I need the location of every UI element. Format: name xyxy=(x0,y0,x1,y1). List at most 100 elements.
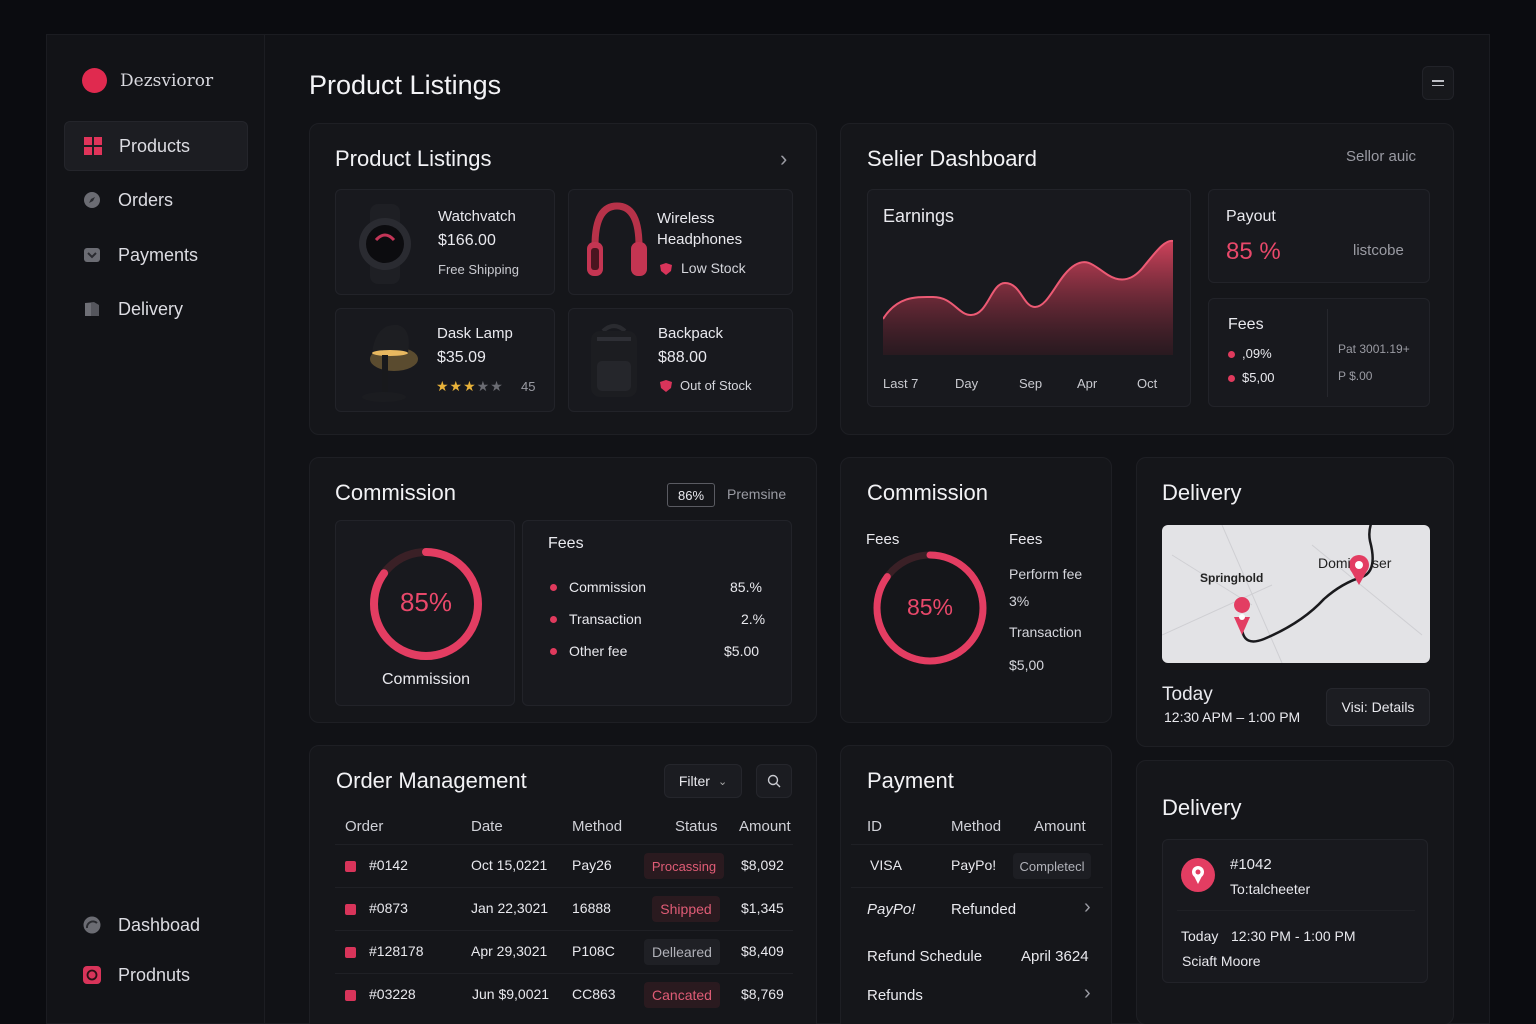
percent-badge[interactable]: 86% xyxy=(667,483,715,507)
order-date: Jan 22,3021 xyxy=(471,900,549,916)
brand-name: Dezsvioror xyxy=(120,70,214,91)
product-card[interactable]: Wireless Headphones Low Stock xyxy=(568,189,793,295)
badge-label: Premsine xyxy=(727,486,787,502)
chevron-right-icon: › xyxy=(1084,982,1091,1004)
sidebar-item-payments[interactable]: Payments xyxy=(64,230,248,280)
sidebar-item-label: Orders xyxy=(118,189,174,210)
card-title: Product Listings xyxy=(335,146,492,171)
star-rating: ★★★★★ xyxy=(436,378,504,394)
product-card[interactable]: Backpack $88.00 Out of Stock xyxy=(568,308,793,412)
payment-card: Payment ID Method Amount VISA PayPo! Com… xyxy=(840,745,1112,1024)
order-id: #0873 xyxy=(369,900,408,916)
product-name: Backpack xyxy=(658,325,724,342)
panel-title: Earnings xyxy=(883,206,955,226)
sidebar-item-prodnuts[interactable]: Prodnuts xyxy=(64,950,248,1000)
order-amount: $1,345 xyxy=(741,900,784,916)
fee-value: $5.00 xyxy=(724,643,760,659)
divider xyxy=(851,887,1103,888)
card-title: Payment xyxy=(867,768,954,793)
filter-label: Filter xyxy=(678,773,710,789)
divider xyxy=(1327,309,1328,397)
fees-panel: Fees ,09% $5,00 Pat 3001.19+ P $.00 xyxy=(1208,298,1430,407)
column-header: Date xyxy=(471,818,503,835)
fee-value: 85.% xyxy=(730,579,762,595)
sidebar-item-delivery[interactable]: Delivery xyxy=(64,284,248,334)
divider xyxy=(335,887,793,888)
order-amount: $8,092 xyxy=(741,857,784,873)
fee-item: $5,00 xyxy=(1242,370,1275,385)
sidebar-item-products[interactable]: Products xyxy=(64,121,248,171)
order-method: Pay26 xyxy=(572,857,612,873)
map-label: Domi xyxy=(1318,555,1351,571)
delivery-status-card: Delivery #1042 To:talcheeter Today 12:30… xyxy=(1136,760,1454,1024)
fee-line: Transaction xyxy=(1009,624,1082,640)
order-method: 16888 xyxy=(572,900,611,916)
main-content: Product Listings Product Listings › Watc… xyxy=(265,35,1489,1024)
product-price: $88.00 xyxy=(658,349,707,366)
sidebar-item-dashboard[interactable]: Dashboad xyxy=(64,900,248,950)
sidebar-item-label: Products xyxy=(119,135,191,156)
divider xyxy=(335,973,793,974)
status-badge: Shipped xyxy=(652,896,720,922)
delivery-detail-panel[interactable]: #1042 To:talcheeter Today 12:30 PM - 1:0… xyxy=(1162,839,1428,983)
shield-icon xyxy=(660,263,672,275)
search-icon xyxy=(767,774,781,788)
view-details-button[interactable]: Visi: Details xyxy=(1326,688,1430,726)
sidebar-item-label: Delivery xyxy=(118,298,184,319)
brand[interactable]: Dezsvioror xyxy=(82,68,213,93)
product-name: Wireless Headphones xyxy=(657,210,743,248)
product-price: $166.00 xyxy=(438,232,496,249)
fee-line: Perform fee xyxy=(1009,566,1083,582)
divider xyxy=(335,930,793,931)
x-axis-label: Day xyxy=(955,376,979,391)
commission-card: Commission 86% Premsine 85% Commission F… xyxy=(309,457,817,723)
card-title: Order Management xyxy=(336,768,527,793)
x-axis-label: Oct xyxy=(1137,376,1158,391)
order-id: #03228 xyxy=(369,986,416,1002)
filter-dropdown[interactable]: Filter ⌄ xyxy=(664,764,742,798)
product-price: $35.09 xyxy=(437,349,486,366)
fees-label: Fees xyxy=(866,531,900,548)
search-button[interactable] xyxy=(756,764,792,798)
wallet-icon xyxy=(82,245,102,265)
card-title: Commission xyxy=(867,480,989,505)
column-header: Order xyxy=(345,818,384,835)
delivery-map[interactable]: Springhold Domi ser xyxy=(1162,525,1430,663)
payout-note: listcobe xyxy=(1353,242,1404,259)
order-id: #0142 xyxy=(369,857,408,873)
commission-ring xyxy=(370,548,482,660)
product-listings-card: Product Listings › Watchvatch $166.00 Fr… xyxy=(309,123,817,435)
fee-line: 3% xyxy=(1009,593,1030,609)
chevron-right-icon[interactable]: › xyxy=(780,146,788,171)
delivery-day: Today xyxy=(1181,928,1219,944)
card-title: Selier Dashboard xyxy=(867,146,1037,171)
bullet xyxy=(550,616,557,623)
panel-title: Payout xyxy=(1226,208,1276,225)
row-checkbox[interactable] xyxy=(345,990,356,1001)
row-checkbox[interactable] xyxy=(345,947,356,958)
product-note: Out of Stock xyxy=(680,378,752,393)
product-card[interactable]: Dask Lamp $35.09 ★★★★★ 45 xyxy=(335,308,555,412)
commission-ring xyxy=(873,551,987,665)
row-checkbox[interactable] xyxy=(345,904,356,915)
card-subtitle: Sellor auic xyxy=(1346,148,1417,165)
order-date: Oct 15,0221 xyxy=(471,857,548,873)
row-checkbox[interactable] xyxy=(345,861,356,872)
shield-icon xyxy=(660,380,672,392)
status-badge: Procassing xyxy=(644,853,724,879)
product-card[interactable]: Watchvatch $166.00 Free Shipping xyxy=(335,189,555,295)
menu-button[interactable] xyxy=(1422,66,1454,100)
delivery-id: #1042 xyxy=(1230,856,1272,873)
product-name: Dask Lamp xyxy=(437,325,513,342)
card-title: Delivery xyxy=(1162,795,1242,820)
fee-value: 2.% xyxy=(741,611,766,627)
sidebar-item-label: Prodnuts xyxy=(118,964,191,985)
fee-line: $5,00 xyxy=(1009,657,1045,673)
bullet xyxy=(1228,351,1235,358)
sidebar-item-label: Dashboad xyxy=(118,914,201,935)
product-name: Watchvatch xyxy=(438,208,516,225)
sidebar-item-orders[interactable]: Orders xyxy=(64,175,248,225)
card-title: Commission xyxy=(335,480,457,505)
page-title: Product Listings xyxy=(309,70,502,100)
watch-image xyxy=(359,204,411,284)
